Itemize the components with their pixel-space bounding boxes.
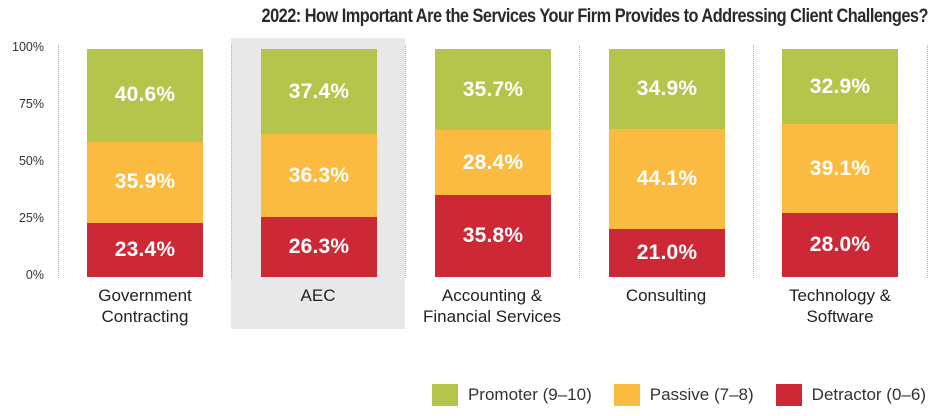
legend-item-promoter: Promoter (9–10) [431,384,592,406]
category-label-government-contracting: Government Contracting [98,286,192,326]
category-label-aec: AEC [300,286,336,305]
category-label-technology: Technology & Software [788,286,892,326]
segment-passive: 35.9% [87,141,203,224]
y-axis-line [58,45,59,278]
segment-promoter: 40.6% [87,49,203,142]
detractor-swatch-icon [775,384,802,406]
separator-line [579,45,580,278]
separator-line [231,45,232,278]
legend: Promoter (9–10) Passive (7–8) Detractor … [410,384,926,406]
segment-passive: 39.1% [782,124,898,214]
separator-line [405,45,406,278]
bar-accounting-financial-services: 35.7% 28.4% 35.8% [435,49,551,277]
segment-passive: 28.4% [435,130,551,196]
segment-promoter: 32.9% [782,49,898,124]
y-tick-25: 25% [18,211,44,225]
legend-item-detractor: Detractor (0–6) [775,384,926,406]
segment-passive: 36.3% [261,134,377,218]
promoter-swatch-icon [431,384,458,406]
segment-promoter: 34.9% [609,49,725,129]
y-tick-50: 50% [18,154,44,168]
separator-line [753,45,754,278]
segment-detractor: 21.0% [609,229,725,277]
bar-consulting: 34.9% 44.1% 21.0% [609,49,725,277]
y-tick-100: 100% [12,40,44,54]
bar-aec: 37.4% 36.3% 26.3% [261,49,377,277]
segment-promoter: 37.4% [261,49,377,135]
category-label-consulting: Consulting [625,286,707,305]
segment-detractor: 28.0% [782,213,898,277]
bar-government-contracting: 40.6% 35.9% 23.4% [87,49,203,277]
legend-item-passive: Passive (7–8) [613,384,754,406]
segment-detractor: 26.3% [261,217,377,277]
y-tick-0: 0% [25,268,44,282]
passive-swatch-icon [613,384,640,406]
chart-title: 2022: How Important Are the Services You… [261,6,929,27]
segment-passive: 44.1% [609,128,725,230]
bar-technology-software: 32.9% 39.1% 28.0% [782,49,898,277]
category-label-accounting: Accounting & Financial Services [423,286,561,326]
y-tick-75: 75% [18,97,44,111]
separator-line [927,45,928,278]
segment-detractor: 23.4% [87,223,203,277]
segment-detractor: 35.8% [435,195,551,277]
segment-promoter: 35.7% [435,49,551,131]
